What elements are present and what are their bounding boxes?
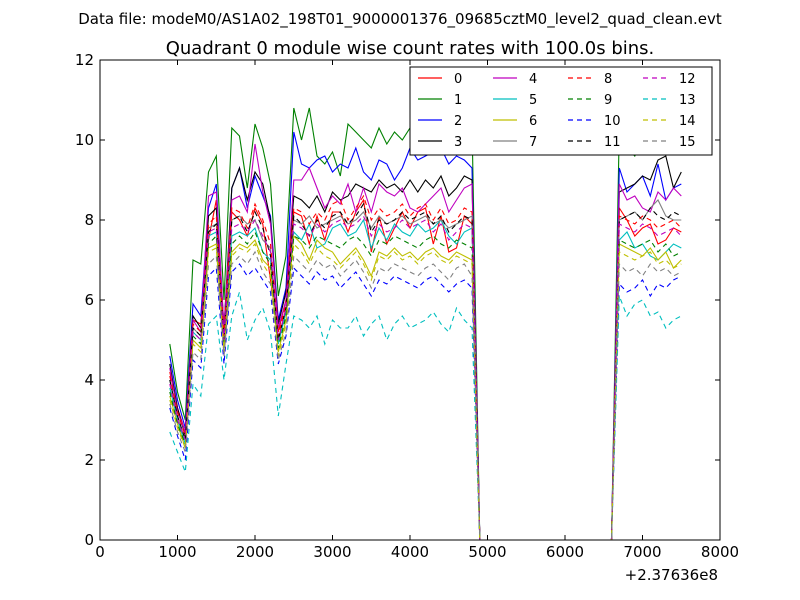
- series-line-8: [169, 194, 682, 541]
- x-axis: 0 1000 2000 3000 4000 5000 6000 7000 8000: [95, 60, 739, 561]
- plot-area: 0 1000 2000 3000 4000 5000 6000 7000 8000 0 2 4 6 8 1…: [75, 51, 739, 584]
- series-line-6: [169, 234, 682, 541]
- legend-label-4: 4: [529, 72, 537, 87]
- x-tick-label: 1000: [158, 543, 196, 561]
- x-tick-label: 6000: [546, 543, 584, 561]
- legend-label-0: 0: [454, 72, 462, 87]
- legend-label-13: 13: [679, 93, 696, 108]
- legend-label-12: 12: [679, 72, 696, 87]
- legend-label-10: 10: [604, 114, 621, 129]
- y-tick-label: 10: [75, 131, 94, 149]
- series-line-11: [169, 202, 682, 541]
- y-tick-label: 12: [75, 51, 94, 69]
- legend-label-5: 5: [529, 93, 537, 108]
- x-tick-label: 5000: [468, 543, 506, 561]
- x-tick-label: 2000: [236, 543, 274, 561]
- series-line-13: [169, 291, 682, 541]
- y-tick-label: 8: [84, 211, 94, 229]
- y-tick-label: 6: [84, 291, 94, 309]
- legend-label-7: 7: [529, 135, 537, 150]
- x-tick-label: 3000: [313, 543, 351, 561]
- series-line-10: [169, 263, 682, 541]
- x-tick-label: 4000: [391, 543, 429, 561]
- y-tick-label: 4: [84, 371, 94, 389]
- series-line-3: [169, 155, 682, 541]
- series-line-0: [169, 198, 682, 541]
- series-line-14: [169, 242, 682, 541]
- legend-label-1: 1: [454, 93, 462, 108]
- y-tick-label: 2: [84, 451, 94, 469]
- figure-suptitle: Data file: modeM0/AS1A02_198T01_90000013…: [78, 10, 722, 29]
- legend-label-14: 14: [679, 114, 696, 129]
- x-tick-label: 8000: [701, 543, 739, 561]
- legend-label-2: 2: [454, 114, 462, 129]
- chart-title: Quadrant 0 module wise count rates with …: [166, 38, 655, 59]
- series-layer: [169, 102, 682, 541]
- x-tick-label: 0: [95, 543, 105, 561]
- legend-label-3: 3: [454, 135, 462, 150]
- legend-label-11: 11: [604, 135, 621, 150]
- series-line-12: [169, 214, 682, 541]
- series-line-15: [169, 250, 682, 541]
- legend-frame: [409, 66, 713, 156]
- series-line-7: [169, 199, 682, 541]
- series-line-1: [169, 102, 682, 541]
- legend-label-8: 8: [604, 72, 612, 87]
- series-line-9: [169, 230, 682, 541]
- x-offset-label: +2.37636e8: [625, 566, 718, 584]
- legend-label-6: 6: [529, 114, 537, 129]
- legend-label-15: 15: [679, 135, 696, 150]
- y-tick-label: 0: [84, 531, 94, 549]
- x-tick-label: 7000: [623, 543, 661, 561]
- legend-label-9: 9: [604, 93, 612, 108]
